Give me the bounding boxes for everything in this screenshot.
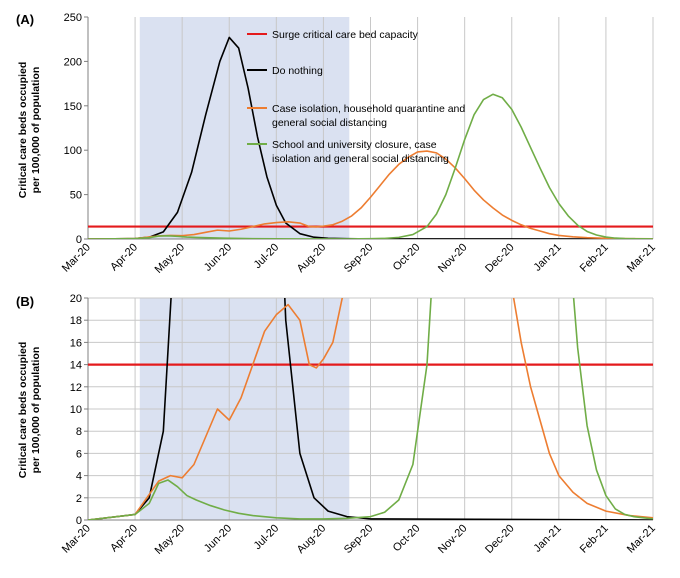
panel-b-ytick-label: 8 [76, 426, 82, 438]
panel-b-series-group [88, 298, 653, 520]
panel-b-xtick-label: Jun-20 [202, 522, 234, 554]
panel-b-ytick-label: 16 [70, 337, 82, 349]
panel-a-xtick-label: Aug-20 [295, 241, 329, 275]
panel-a-series-group [88, 36, 653, 239]
panel-a-legend-label: Do nothing [272, 65, 323, 77]
panel-a-xtick-label: Jul-20 [252, 241, 282, 271]
panel-b-xtick-label: Aug-20 [295, 522, 329, 556]
panel-a-legend-label: general social distancing [272, 117, 387, 129]
panel-b-ytick-label: 4 [76, 471, 82, 483]
panel-a-xtick-label: Feb-21 [578, 241, 611, 274]
panel-a-plot: 0 50 100 150 200 250 Mar-20 Apr-20 May-20 Jun-20 J… [60, 12, 658, 276]
panel-a-ytick-label: 250 [64, 12, 82, 24]
panel-b-xtick-label: Sep-20 [342, 522, 376, 556]
panel-a-xtick-label: Mar-20 [60, 241, 93, 274]
panel-a-legend: Surge critical care bed capacity Do nothi… [247, 29, 465, 165]
panel-a-xtick-label: Nov-20 [436, 241, 470, 275]
panel-b-xtick-label: Nov-20 [436, 522, 470, 556]
panel-a-ytick-label: 200 [64, 56, 82, 68]
panel-a-xtick-label: May-20 [153, 241, 187, 275]
panel-a-legend-label: School and university closure, case [272, 139, 437, 151]
panel-a-do-nothing-line [88, 36, 653, 239]
panel-b-do-nothing-line [88, 298, 653, 520]
panel-b-ytick-label: 18 [70, 315, 82, 327]
panel-a-ytick-label: 150 [64, 101, 82, 113]
panel-b-ytick-label: 6 [76, 448, 82, 460]
panel-a-xtick-label: Mar-21 [625, 241, 658, 274]
panel-a-ylabel-line1: Critical care beds occupied [17, 62, 29, 199]
panel-a-xtick-label: Jan-21 [532, 241, 564, 273]
panel-a-ylabel: Critical care beds occupied per 100,000 … [17, 62, 42, 199]
panel-a-xtick-label: Jun-20 [202, 241, 234, 273]
panel-a-shaded-region [139, 17, 350, 239]
panel-b-school-closure-line [88, 298, 653, 520]
panel-b-ytick-label: 10 [70, 404, 82, 416]
panel-b-ylabel-line2: per 100,000 of population [30, 347, 42, 474]
panel-b-ylabel-line1: Critical care beds occupied [17, 342, 29, 479]
panel-a-school-closure-line [88, 93, 653, 239]
panel-b-xtick-label: Jan-21 [532, 522, 564, 554]
panel-b-xtick-label: May-20 [153, 522, 187, 556]
panel-a-ytick-label: 0 [76, 234, 82, 246]
panel-b-xtick-label: Mar-20 [60, 522, 93, 555]
panel-a-case-isolation-line [88, 150, 653, 239]
panel-b-xtick-label: Apr-20 [108, 522, 140, 554]
panel-a-xtick-label: Oct-20 [391, 241, 423, 273]
panel-b-label: (B) [16, 294, 34, 309]
panel-a-legend-label: Surge critical care bed capacity [272, 29, 419, 41]
panel-a-legend-label: isolation and general social distancing [272, 153, 449, 165]
panel-b-xtick-label: Mar-21 [625, 522, 658, 555]
panel-a-xtick-label: Sep-20 [342, 241, 376, 275]
panel-b-ytick-label: 0 [76, 515, 82, 527]
panel-a-xtick-label: Apr-20 [108, 241, 140, 273]
panel-b-xtick-label: Feb-21 [578, 522, 611, 555]
panel-b-ytick-label: 12 [70, 382, 82, 394]
panel-b-ytick-label: 20 [70, 293, 82, 305]
panel-b-xtick-label: Oct-20 [391, 522, 423, 554]
panel-a-legend-label: Case isolation, household quarantine and [272, 103, 465, 115]
panel-a-ylabel-line2: per 100,000 of population [30, 67, 42, 194]
panel-b-xtick-label: Dec-20 [483, 522, 517, 556]
panel-a-ytick-label: 100 [64, 145, 82, 157]
panel-a-label: (A) [16, 12, 34, 27]
panel-b-ylabel: Critical care beds occupied per 100,000 … [17, 342, 42, 479]
panel-b-case-isolation-line [88, 298, 653, 520]
panel-b-ytick-label: 14 [70, 360, 82, 372]
panel-b-ytick-label: 2 [76, 493, 82, 505]
panel-a-ytick-label: 50 [70, 190, 82, 202]
panel-b-xtick-label: Jul-20 [252, 522, 282, 552]
panel-a-xtick-label: Dec-20 [483, 241, 517, 275]
